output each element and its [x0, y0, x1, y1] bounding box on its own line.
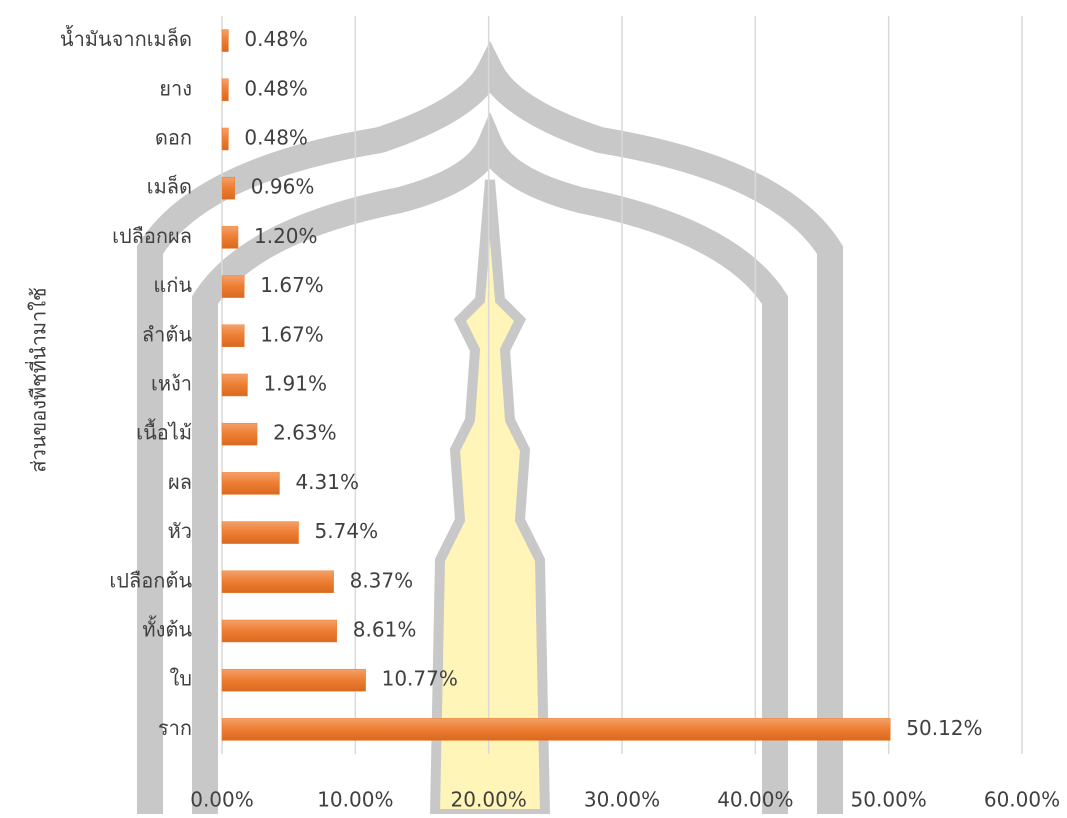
data-label: 10.77%: [382, 667, 458, 691]
x-tick-label: 60.00%: [984, 788, 1060, 812]
data-label: 0.48%: [244, 126, 308, 150]
y-tick-label: เปลือกผล: [112, 224, 192, 248]
y-tick-label: หัว: [168, 519, 192, 543]
x-tick-label: 0.00%: [190, 788, 254, 812]
bar: [222, 226, 238, 248]
y-tick-label: เมล็ด: [147, 174, 192, 199]
y-tick-label: ยาง: [159, 76, 192, 100]
data-label: 5.74%: [315, 519, 379, 543]
x-tick-label: 10.00%: [317, 788, 393, 812]
bar: [222, 374, 247, 396]
y-tick-label: ผล: [168, 470, 192, 494]
bar: [222, 718, 890, 740]
y-tick-label: เปลือกต้น: [109, 568, 192, 592]
y-tick-label: ราก: [158, 716, 192, 740]
data-label: 50.12%: [906, 716, 982, 740]
y-axis-title: ส่วนของพืชที่นำมาใช้: [25, 287, 51, 472]
y-tick-label: ดอก: [155, 126, 192, 150]
data-label: 1.91%: [263, 372, 327, 396]
bar: [222, 128, 228, 150]
data-label: 0.48%: [244, 27, 308, 51]
data-label: 8.37%: [350, 568, 414, 592]
bar: [222, 276, 244, 298]
y-tick-label: แก่น: [153, 273, 192, 297]
bar: [222, 79, 228, 101]
x-tick-label: 20.00%: [451, 788, 527, 812]
data-label: 1.67%: [260, 322, 324, 346]
y-tick-label: น้ำมันจากเมล็ด: [60, 25, 192, 51]
bar: [222, 30, 228, 52]
y-tick-label: ลำต้น: [142, 322, 192, 346]
data-label: 2.63%: [273, 421, 337, 445]
y-tick-label: เนื้อไม้: [136, 419, 192, 445]
bar: [222, 177, 235, 199]
data-label: 4.31%: [295, 470, 359, 494]
y-tick-label: ทั้งต้น: [142, 616, 192, 642]
x-tick-label: 50.00%: [851, 788, 927, 812]
data-label: 1.67%: [260, 273, 324, 297]
data-label: 0.48%: [244, 76, 308, 100]
data-label: 0.96%: [251, 175, 315, 199]
data-label: 1.20%: [254, 224, 318, 248]
bar: [222, 669, 366, 691]
bar: [222, 472, 279, 494]
x-tick-label: 40.00%: [717, 788, 793, 812]
data-label: 8.61%: [353, 618, 417, 642]
bar: [222, 620, 337, 642]
x-tick-label: 30.00%: [584, 788, 660, 812]
chart: ส่วนของพืชที่นำมาใช้ 0.00% 10.00% 20.00% 30…: [0, 0, 1067, 814]
y-tick-label: ใบ: [170, 667, 192, 691]
bar: [222, 423, 257, 445]
bar: [222, 571, 334, 593]
bar: [222, 325, 244, 347]
bar: [222, 522, 299, 544]
y-tick-label: เหง้า: [151, 372, 192, 396]
